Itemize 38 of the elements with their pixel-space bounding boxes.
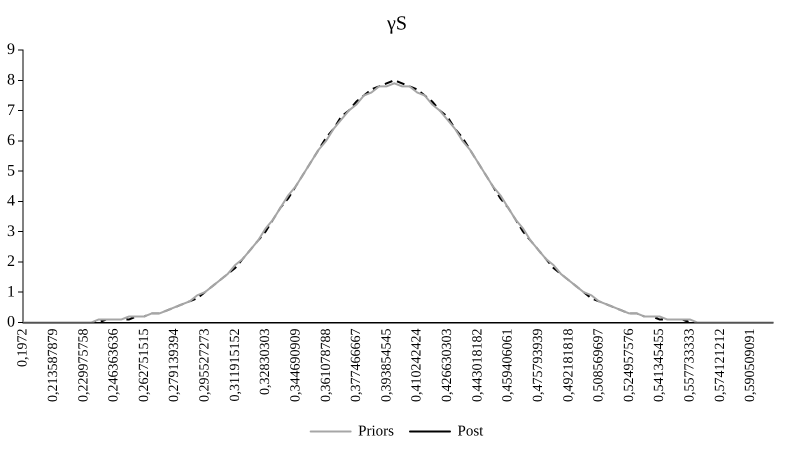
y-tick-label: 5: [7, 162, 15, 180]
y-tick-label: 0: [7, 314, 15, 331]
x-tick-label: 0,492181818: [561, 328, 576, 402]
x-tick-label: 0,410242424: [410, 328, 425, 402]
x-tick-label: 0,213587879: [46, 328, 61, 402]
x-tick-label: 0,524957576: [622, 328, 637, 402]
x-tick-label: 0,1972: [16, 328, 31, 367]
x-tick-label: 0,459406061: [500, 328, 516, 402]
x-tick-label: 0,229975758: [76, 328, 92, 402]
y-tick-label: 1: [7, 283, 15, 300]
x-tick-label: 0,393854545: [379, 328, 394, 402]
y-tick-label: 4: [7, 192, 15, 210]
x-tick-label: 0,475793939: [530, 328, 546, 402]
x-tick-label: 0,541345455: [652, 328, 668, 402]
x-tick-label: 0,262751515: [136, 328, 152, 402]
y-tick-label: 3: [7, 222, 15, 240]
legend-label: Post: [457, 423, 484, 440]
y-tick-label: 8: [7, 71, 15, 88]
y-tick-label: 2: [7, 253, 15, 270]
x-tick-label: 0,557733333: [682, 328, 698, 402]
chart-title: γS: [386, 12, 407, 34]
x-tick-label: 0,344690909: [288, 328, 304, 402]
x-tick-label: 0,311915152: [228, 328, 243, 402]
x-tick-label: 0,508569697: [592, 328, 607, 402]
x-tick-label: 0,443018182: [470, 328, 486, 402]
y-tick-label: 9: [7, 41, 15, 58]
x-tick-label: 0,279139394: [167, 328, 182, 402]
x-tick-label: 0,32830303: [258, 328, 274, 395]
x-tick-label: 0,246363636: [106, 328, 122, 402]
x-tick-label: 0,377466667: [349, 328, 364, 402]
y-tick-label: 6: [7, 132, 15, 150]
x-tick-label: 0,590509091: [743, 328, 758, 402]
x-tick-label: 0,574121212: [712, 328, 728, 402]
legend-label: Priors: [358, 423, 394, 440]
y-tick-label: 7: [7, 102, 15, 119]
x-tick-label: 0,426630303: [440, 328, 456, 402]
x-tick-label: 0,361078788: [318, 328, 334, 402]
x-tick-label: 0,295527273: [198, 328, 213, 402]
